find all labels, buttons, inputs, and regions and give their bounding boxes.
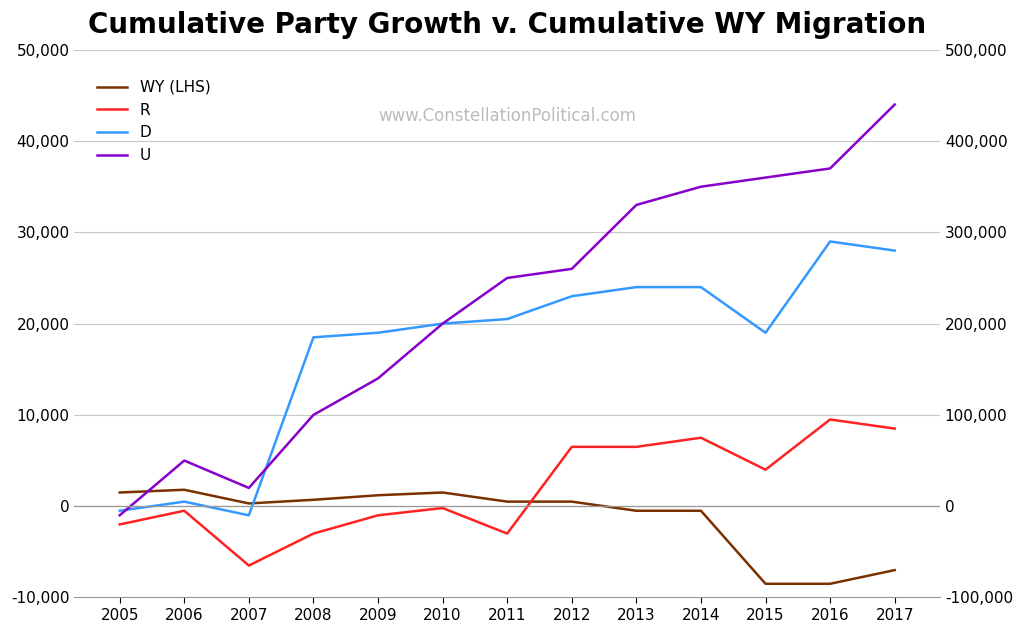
- R: [824, 416, 837, 424]
- U: [695, 183, 708, 190]
- U: [114, 512, 126, 519]
- D: [695, 283, 708, 291]
- WY (LHS): [307, 496, 319, 503]
- WY (LHS): [760, 580, 772, 588]
- U: [178, 456, 190, 464]
- D: [372, 329, 384, 337]
- D: [307, 333, 319, 341]
- U: [372, 375, 384, 382]
- WY (LHS): [178, 486, 190, 493]
- WY (LHS): [501, 498, 513, 505]
- R: [436, 504, 449, 512]
- U: [243, 484, 255, 492]
- D: [114, 507, 126, 515]
- U: [307, 411, 319, 418]
- Title: Cumulative Party Growth v. Cumulative WY Migration: Cumulative Party Growth v. Cumulative WY…: [88, 11, 927, 39]
- WY (LHS): [695, 507, 708, 515]
- WY (LHS): [565, 498, 578, 505]
- R: [114, 521, 126, 528]
- Text: www.ConstellationPolitical.com: www.ConstellationPolitical.com: [378, 107, 636, 124]
- WY (LHS): [630, 507, 642, 515]
- R: [501, 530, 513, 538]
- D: [889, 247, 901, 254]
- D: [824, 238, 837, 245]
- Legend: WY (LHS), R, D, U: WY (LHS), R, D, U: [91, 74, 216, 169]
- R: [565, 443, 578, 451]
- R: [760, 466, 772, 474]
- Line: WY (LHS): WY (LHS): [120, 489, 895, 584]
- D: [565, 292, 578, 300]
- D: [501, 315, 513, 323]
- R: [307, 530, 319, 538]
- D: [436, 320, 449, 327]
- WY (LHS): [372, 491, 384, 499]
- R: [630, 443, 642, 451]
- Line: U: U: [120, 105, 895, 515]
- U: [889, 101, 901, 108]
- U: [436, 320, 449, 327]
- WY (LHS): [889, 566, 901, 574]
- D: [178, 498, 190, 505]
- U: [501, 274, 513, 281]
- WY (LHS): [243, 500, 255, 507]
- D: [630, 283, 642, 291]
- U: [565, 265, 578, 273]
- D: [760, 329, 772, 337]
- U: [760, 174, 772, 181]
- WY (LHS): [114, 489, 126, 496]
- Line: R: R: [120, 420, 895, 566]
- U: [630, 201, 642, 209]
- R: [243, 562, 255, 569]
- WY (LHS): [824, 580, 837, 588]
- Line: D: D: [120, 242, 895, 515]
- R: [372, 512, 384, 519]
- D: [243, 512, 255, 519]
- U: [824, 165, 837, 172]
- R: [889, 425, 901, 432]
- R: [695, 434, 708, 441]
- WY (LHS): [436, 489, 449, 496]
- R: [178, 507, 190, 515]
